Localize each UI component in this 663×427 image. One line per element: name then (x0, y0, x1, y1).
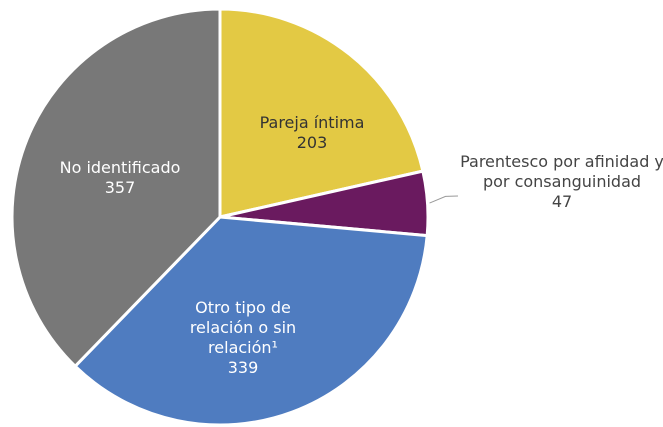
pie-slice (218, 7, 425, 219)
slice-label: Otro tipo de relación o sin relación¹ 339 (176, 298, 311, 378)
value-label: 47 (551, 192, 573, 211)
value-label: 203 (296, 133, 328, 152)
pie-slice (73, 215, 429, 427)
value-label: 357 (104, 178, 136, 197)
slice-label: Pareja íntima 203 (237, 113, 387, 153)
category-label: Pareja íntima (259, 113, 365, 132)
category-label: Otro tipo de relación o sin relación¹ (189, 298, 297, 357)
slice-label: Parentesco por afinidad y por consanguin… (455, 152, 663, 212)
category-label: No identificado (59, 158, 181, 177)
category-label: Parentesco por afinidad y por consanguin… (460, 152, 663, 191)
leader-line (429, 195, 459, 204)
value-label: 339 (227, 358, 259, 377)
slice-label: No identificado 357 (40, 158, 200, 198)
pie-slice (10, 7, 222, 369)
